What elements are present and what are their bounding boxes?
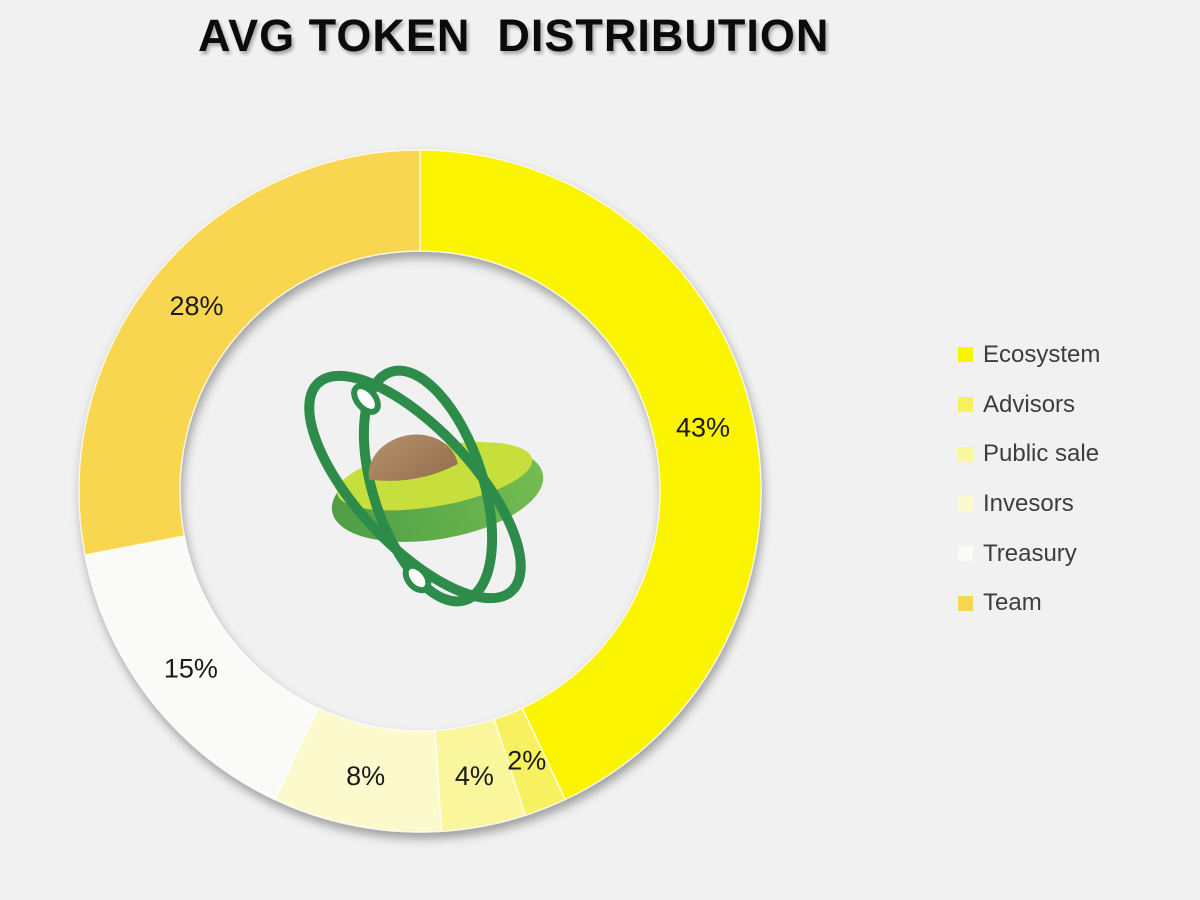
avocado-logo: [304, 365, 544, 607]
legend-item-team: Team: [958, 578, 1100, 628]
avocado-pit-icon: [368, 434, 458, 481]
legend-label: Public sale: [983, 440, 1100, 468]
segment-label-public-sale: 4%: [455, 761, 494, 791]
legend-item-ecosystem: Ecosystem: [958, 330, 1100, 380]
legend-swatch-icon: [958, 546, 973, 562]
legend-swatch-icon: [958, 496, 973, 512]
legend-item-public-sale: Public sale: [958, 429, 1100, 479]
segment-label-invesors: 8%: [346, 761, 385, 791]
orbit-ring-back-icon: [304, 370, 526, 604]
chart-title: AVG TOKEN DISTRIBUTION: [198, 10, 830, 61]
segment-label-ecosystem: 43%: [676, 413, 730, 443]
legend-swatch-icon: [958, 446, 973, 462]
donut-segment-ecosystem: [419, 149, 762, 801]
legend-label: Invesors: [983, 489, 1074, 517]
orbit-node-top-icon: [351, 383, 381, 415]
legend-swatch-icon: [958, 595, 973, 611]
legend-label: Team: [983, 589, 1042, 617]
legend-swatch-icon: [958, 397, 973, 413]
segment-labels: 43% 2% 4% 8% 15% 28%: [164, 291, 730, 791]
segment-label-treasury: 15%: [164, 654, 218, 684]
legend-label: Treasury: [983, 539, 1077, 567]
legend-label: Advisors: [983, 390, 1076, 418]
legend-item-advisors: Advisors: [958, 380, 1100, 430]
legend: Ecosystem Advisors Public sale Invesors Trea…: [958, 330, 1100, 628]
segment-label-advisors: 2%: [507, 746, 546, 776]
orbit-node-bottom-icon: [402, 562, 432, 594]
legend-item-treasury: Treasury: [958, 529, 1100, 579]
segment-label-team: 28%: [170, 291, 224, 321]
donut-segments: [78, 149, 762, 833]
legend-item-invesors: Invesors: [958, 479, 1100, 529]
donut-segment-team: [78, 149, 421, 556]
orbit-ring-front-icon: [358, 365, 498, 607]
legend-label: Ecosystem: [983, 340, 1101, 368]
legend-swatch-icon: [958, 347, 973, 363]
